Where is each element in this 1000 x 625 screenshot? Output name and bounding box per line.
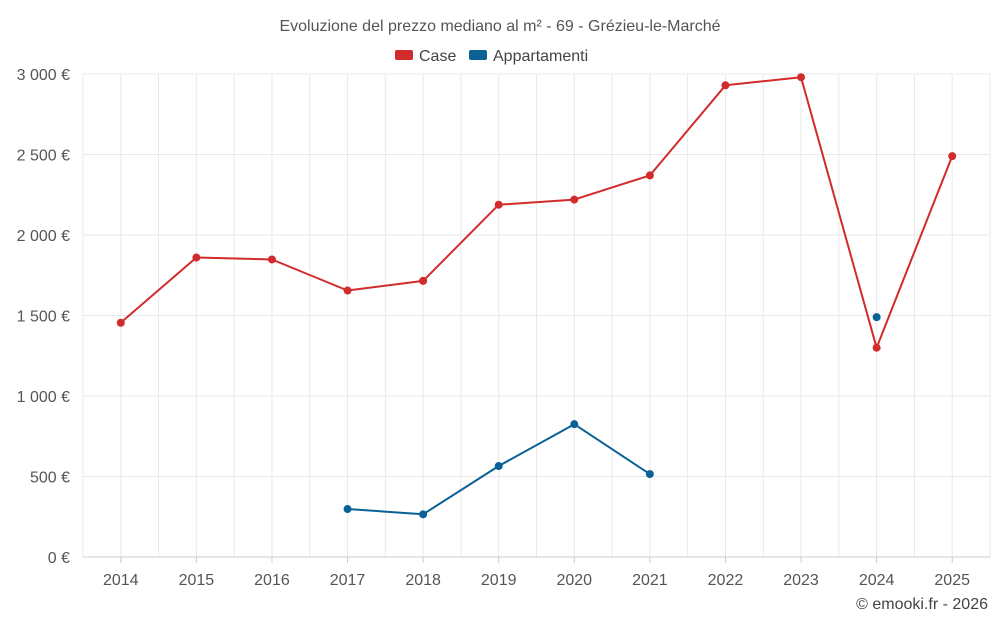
data-point-case[interactable] bbox=[494, 200, 503, 209]
x-tick-label: 2018 bbox=[405, 572, 441, 589]
data-point-appartamenti[interactable] bbox=[872, 313, 881, 322]
y-tick-label: 2 000 € bbox=[17, 228, 70, 245]
x-tick-label: 2022 bbox=[708, 572, 744, 589]
data-point-case[interactable] bbox=[797, 73, 806, 82]
axes: 0 € 500 € 1 000 € 1 500 € 2 000 € 2 500 € 3 00… bbox=[17, 67, 990, 589]
y-tick-label: 500 € bbox=[30, 470, 70, 487]
series-appartamenti bbox=[343, 313, 881, 519]
data-point-case[interactable] bbox=[570, 195, 579, 204]
y-tick-label: 2 500 € bbox=[17, 148, 70, 165]
x-tick-label: 2023 bbox=[783, 572, 819, 589]
data-point-appartamenti[interactable] bbox=[419, 510, 428, 519]
data-point-case[interactable] bbox=[645, 171, 654, 180]
legend-label-case: Case bbox=[419, 48, 456, 65]
x-tick-label: 2016 bbox=[254, 572, 290, 589]
data-point-case[interactable] bbox=[343, 286, 352, 295]
legend-item-appartamenti[interactable]: Appartamenti bbox=[469, 48, 588, 65]
x-tick-label: 2021 bbox=[632, 572, 668, 589]
data-point-appartamenti[interactable] bbox=[343, 505, 352, 514]
y-tick-label: 1 000 € bbox=[17, 389, 70, 406]
legend-item-case[interactable]: Case bbox=[395, 48, 456, 65]
data-point-case[interactable] bbox=[948, 152, 957, 161]
x-tick-label: 2015 bbox=[179, 572, 215, 589]
x-tick-label: 2017 bbox=[330, 572, 366, 589]
data-point-case[interactable] bbox=[721, 81, 730, 90]
data-point-appartamenti[interactable] bbox=[645, 470, 654, 479]
series-line-case bbox=[120, 76, 954, 349]
x-tick-label: 2014 bbox=[103, 572, 139, 589]
x-tick-label: 2020 bbox=[556, 572, 592, 589]
data-point-case[interactable] bbox=[192, 253, 201, 262]
data-point-case[interactable] bbox=[267, 255, 276, 264]
y-tick-label: 3 000 € bbox=[17, 67, 70, 84]
legend-swatch-case bbox=[395, 50, 413, 60]
x-tick-label: 2025 bbox=[934, 572, 970, 589]
data-point-case[interactable] bbox=[116, 318, 125, 327]
series bbox=[116, 73, 957, 519]
chart-title: Evoluzione del prezzo mediano al m² - 69… bbox=[279, 18, 720, 35]
x-tick-label: 2019 bbox=[481, 572, 517, 589]
credit-text: © emooki.fr - 2026 bbox=[856, 596, 988, 613]
legend: Case Appartamenti bbox=[395, 48, 588, 65]
grid bbox=[82, 73, 991, 557]
data-point-appartamenti[interactable] bbox=[570, 420, 579, 429]
series-case bbox=[116, 73, 957, 352]
data-point-case[interactable] bbox=[872, 343, 881, 352]
legend-label-appartamenti: Appartamenti bbox=[493, 48, 588, 65]
y-tick-label: 1 500 € bbox=[17, 309, 70, 326]
x-tick-label: 2024 bbox=[859, 572, 895, 589]
legend-swatch-appartamenti bbox=[469, 50, 487, 60]
y-tick-label: 0 € bbox=[48, 550, 70, 567]
data-point-case[interactable] bbox=[419, 276, 428, 285]
data-point-appartamenti[interactable] bbox=[494, 462, 503, 471]
